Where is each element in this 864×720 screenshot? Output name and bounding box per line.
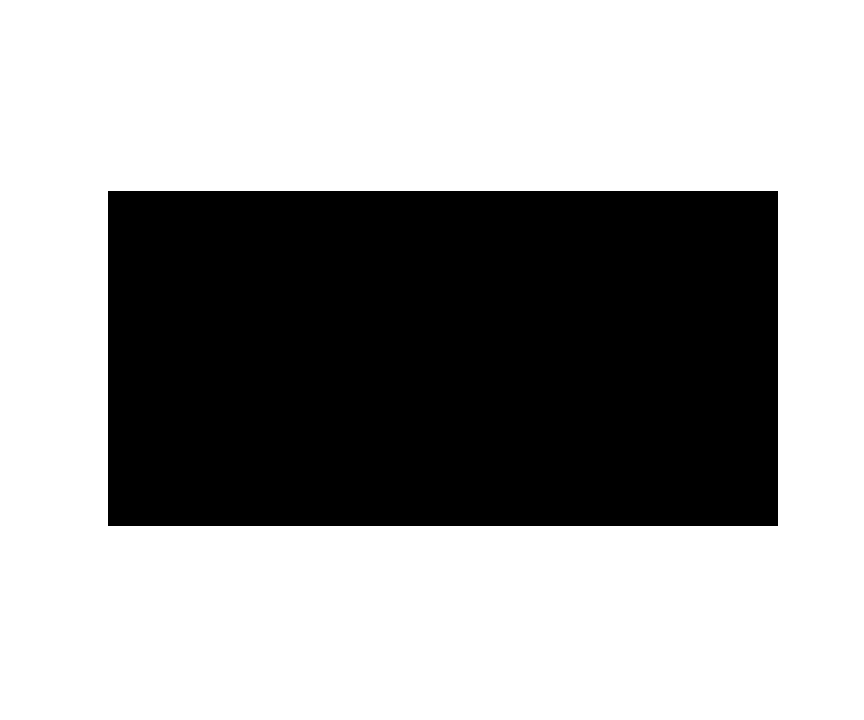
word-cloud xyxy=(108,191,778,526)
cloud-background xyxy=(108,191,778,526)
